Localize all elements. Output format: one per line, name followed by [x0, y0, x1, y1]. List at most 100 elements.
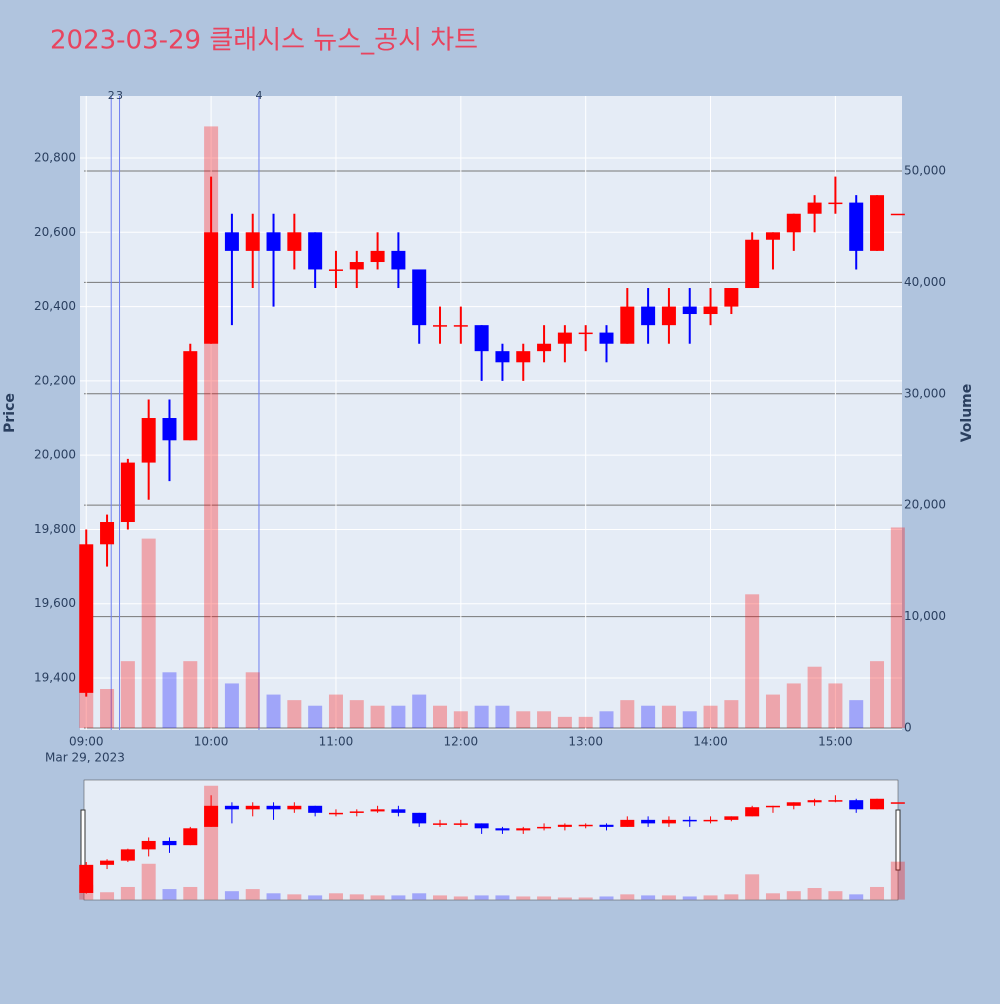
y-tick-label: 20,800 [34, 151, 76, 165]
mini-volume-bar [308, 895, 323, 900]
candle-body [661, 306, 676, 326]
mini-volume-bar [870, 886, 885, 900]
y2-tick-label: 10,000 [904, 609, 946, 623]
candle-body [495, 351, 510, 363]
mini-candle-body [682, 819, 697, 822]
mini-candle-body [599, 824, 614, 827]
mini-volume-bar [807, 888, 822, 900]
volume-bar [287, 700, 302, 728]
candle-body [599, 332, 614, 344]
candle-body [141, 418, 156, 463]
mini-candle-body [433, 823, 448, 825]
plot-area [80, 96, 902, 730]
mini-candle-body [308, 805, 323, 813]
slider-handle[interactable] [80, 809, 86, 871]
y2-tick-label: 50,000 [904, 163, 946, 177]
x-date-label: Mar 29, 2023 [45, 751, 125, 765]
candle-body [120, 462, 135, 523]
mini-volume-bar [724, 894, 739, 900]
mini-candle-body [495, 828, 510, 831]
candle-body [703, 306, 718, 315]
candle-body [266, 232, 281, 251]
mini-candle-body [391, 809, 406, 813]
mini-volume-bar [141, 863, 156, 900]
candle-body [682, 306, 697, 315]
y-axis-title: Price [2, 393, 18, 433]
candle-body [578, 332, 593, 335]
y-tick-label: 20,200 [34, 373, 76, 387]
mini-candle-body [849, 800, 864, 810]
mini-candle-body [474, 823, 489, 829]
candle-body [79, 544, 94, 693]
mini-volume-bar [287, 894, 302, 900]
mini-volume-bar [162, 889, 177, 900]
x-tick-label: 11:00 [319, 735, 354, 749]
mini-volume-bar [412, 893, 427, 900]
candle-body [620, 306, 635, 344]
candle-body [870, 195, 885, 251]
mini-volume-bar [224, 891, 239, 900]
mini-volume-bar [391, 895, 406, 900]
mini-candle-body [557, 824, 572, 827]
mini-volume-bar [453, 896, 468, 900]
candle-body [308, 232, 323, 270]
volume-bar [100, 689, 115, 728]
mini-volume-bar [474, 895, 489, 900]
mini-candle-body [266, 805, 281, 810]
candle-body [765, 232, 780, 240]
mini-candle-body [703, 819, 718, 822]
volume-bar [183, 661, 198, 728]
volume-bar [703, 705, 718, 728]
candle-body [745, 239, 760, 289]
candle-body [557, 332, 572, 344]
mini-volume-bar [120, 886, 135, 900]
y2-tick-label: 0 [904, 720, 912, 734]
x-tick-label: 13:00 [568, 735, 603, 749]
volume-bar [245, 672, 260, 728]
mini-candle-body [287, 805, 302, 810]
volume-bar [724, 700, 739, 728]
candle-body [890, 213, 905, 216]
mini-volume-bar [557, 897, 572, 900]
candle-body [807, 202, 822, 214]
candle-body [245, 232, 260, 251]
candle-body [849, 202, 864, 251]
candle-body [724, 288, 739, 307]
volume-bar [391, 705, 406, 728]
volume-bar [141, 538, 156, 728]
candle-body [224, 232, 239, 251]
candle-body [391, 250, 406, 270]
mini-volume-bar [495, 895, 510, 900]
y-tick-label: 19,600 [34, 596, 76, 610]
volume-bar [620, 700, 635, 728]
volume-bar [849, 700, 864, 728]
volume-bar [516, 711, 531, 728]
x-tick-label: 14:00 [693, 735, 728, 749]
y2-tick-label: 40,000 [904, 275, 946, 289]
mini-candle-body [453, 823, 468, 825]
volume-bar [495, 705, 510, 728]
mini-candle-body [516, 828, 531, 831]
mini-volume-bar [745, 874, 760, 900]
mini-candle-body [328, 812, 343, 815]
mini-volume-bar [765, 893, 780, 900]
mini-volume-bar [433, 895, 448, 900]
candle-body [183, 351, 198, 441]
mini-candle-body [204, 805, 219, 827]
mini-volume-bar [828, 891, 843, 900]
candle-body [828, 202, 843, 205]
volume-bar [412, 694, 427, 728]
mini-volume-bar [786, 891, 801, 900]
annotation-label: 2 [108, 89, 115, 102]
mini-candle-body [890, 802, 905, 804]
mini-volume-bar [849, 894, 864, 900]
slider-handle[interactable] [895, 809, 901, 871]
mini-volume-bar [183, 886, 198, 900]
annotation-label: 4 [255, 89, 262, 102]
mini-candle-body [537, 826, 552, 829]
volume-bar [661, 705, 676, 728]
volume-bar [828, 683, 843, 728]
volume-bar [599, 711, 614, 728]
mini-candle-body [100, 860, 115, 865]
x-tick-label: 12:00 [444, 735, 479, 749]
